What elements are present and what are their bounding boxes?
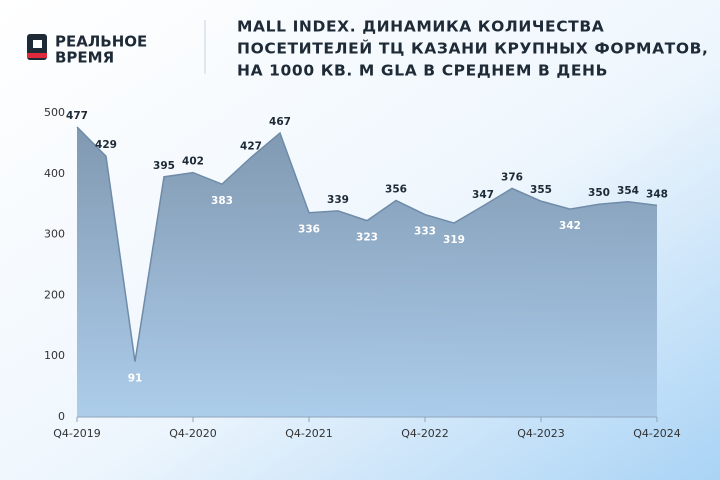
chart-title: НА 1000 КВ. М GLA В СРЕДНЕМ В ДЕНЬ xyxy=(237,62,608,80)
data-label: 395 xyxy=(153,160,175,172)
data-label: 355 xyxy=(530,184,552,196)
data-label: 347 xyxy=(472,189,494,201)
data-label: 319 xyxy=(443,234,465,246)
data-label: 383 xyxy=(211,195,233,207)
data-label: 429 xyxy=(95,139,117,151)
data-label: 477 xyxy=(66,110,88,122)
logo-icon xyxy=(27,53,47,58)
data-label: 348 xyxy=(646,188,668,200)
y-tick-label: 300 xyxy=(44,228,65,241)
logo: РЕАЛЬНОЕ ВРЕМЯ xyxy=(27,33,147,67)
y-tick-label: 500 xyxy=(44,106,65,119)
y-tick-label: 200 xyxy=(44,288,65,301)
data-label: 350 xyxy=(588,187,610,199)
data-label: 91 xyxy=(128,373,143,385)
x-tick-label: Q4-2019 xyxy=(53,427,101,440)
x-tick-label: Q4-2024 xyxy=(633,427,681,440)
data-label: 323 xyxy=(356,232,378,244)
data-label: 333 xyxy=(414,226,436,238)
data-label: 339 xyxy=(327,194,349,206)
data-label: 342 xyxy=(559,220,581,232)
chart-title: ПОСЕТИТЕЛЕЙ ТЦ КАЗАНИ КРУПНЫХ ФОРМАТОВ, xyxy=(237,39,709,58)
data-label: 467 xyxy=(269,116,291,128)
logo-icon xyxy=(33,40,42,48)
chart-title: MALL INDEX. ДИНАМИКА КОЛИЧЕСТВА xyxy=(237,18,604,36)
y-tick-label: 0 xyxy=(58,410,65,423)
data-label: 376 xyxy=(501,171,523,183)
data-label: 336 xyxy=(298,224,320,236)
x-tick-label: Q4-2020 xyxy=(169,427,217,440)
x-tick-label: Q4-2023 xyxy=(517,427,565,440)
x-tick-label: Q4-2021 xyxy=(285,427,333,440)
logo-text: ВРЕМЯ xyxy=(55,49,114,67)
y-tick-label: 100 xyxy=(44,349,65,362)
area xyxy=(77,126,657,417)
data-label: 356 xyxy=(385,184,407,196)
line xyxy=(76,126,658,362)
data-label: 354 xyxy=(617,185,639,197)
data-label: 402 xyxy=(182,156,204,168)
logo-text: РЕАЛЬНОЕ xyxy=(55,33,147,51)
data-label: 427 xyxy=(240,140,262,152)
y-tick-label: 400 xyxy=(44,167,65,180)
x-tick-label: Q4-2022 xyxy=(401,427,449,440)
